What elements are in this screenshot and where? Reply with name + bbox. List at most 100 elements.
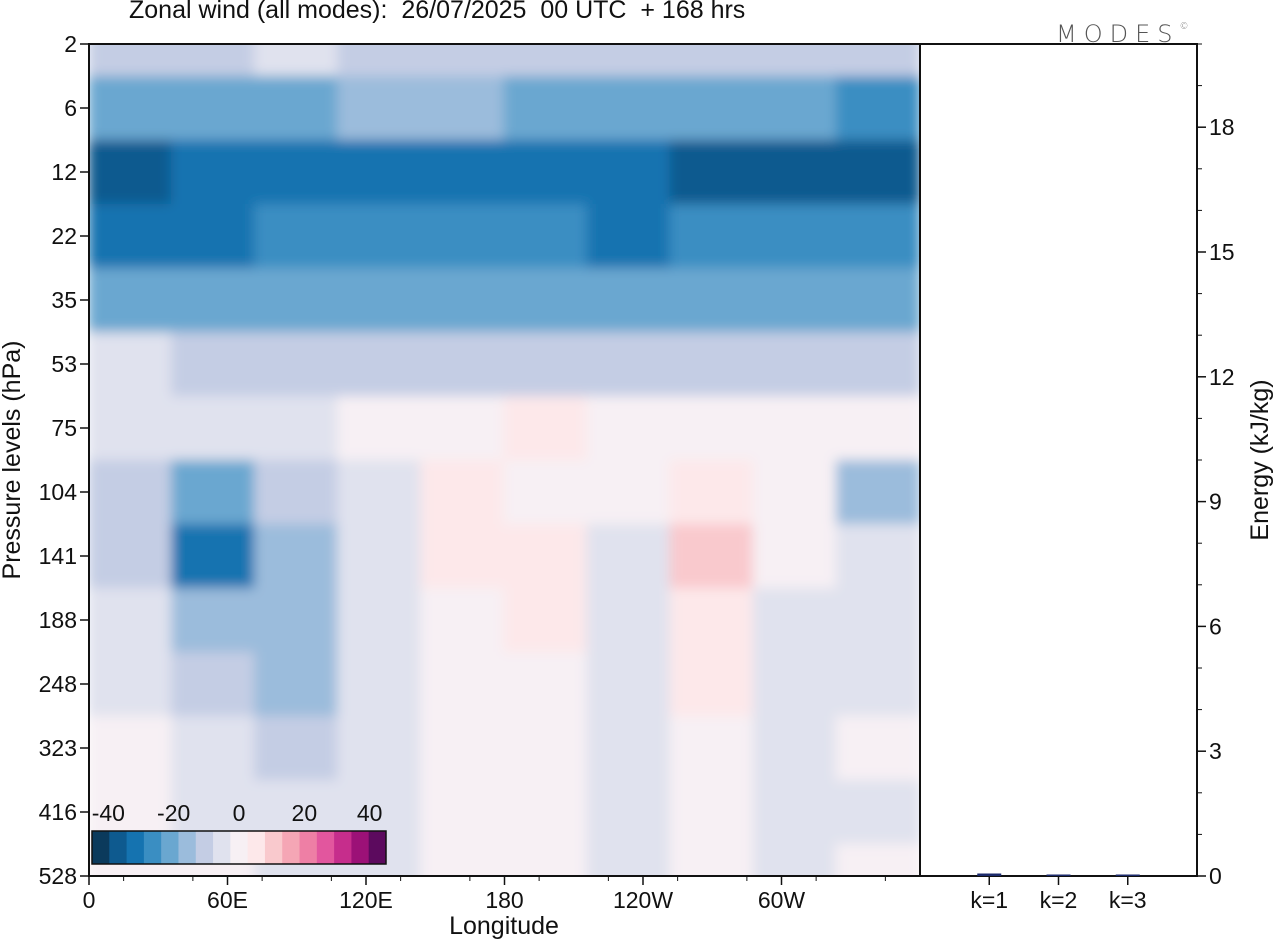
y-tick-label: 416 (39, 799, 77, 825)
heatmap-cell (752, 524, 838, 589)
heatmap-cell (254, 716, 340, 781)
heatmap-cell (254, 588, 340, 653)
heatmap-cell (835, 524, 920, 589)
heatmap-cell (752, 140, 838, 205)
x-tick-label: 180 (485, 887, 523, 913)
y-tick-label: 75 (51, 415, 77, 441)
heatmap-cell (171, 332, 257, 397)
heatmap-cell (835, 268, 920, 333)
heatmap-cell (337, 524, 423, 589)
y-tick-label: 35 (51, 287, 77, 313)
heatmap-cell (337, 44, 423, 77)
heatmap-cell (254, 396, 340, 461)
energy-tick-label: 12 (1209, 364, 1235, 390)
heatmap-cell (835, 44, 920, 77)
colorbar-swatch (161, 831, 179, 864)
heatmap-cell (89, 588, 174, 653)
energy-tick-label: 0 (1209, 863, 1222, 889)
heatmap-cell (89, 44, 174, 77)
colorbar-swatch (178, 831, 197, 864)
y-tick-label: 248 (39, 671, 77, 697)
heatmap-cell (752, 588, 838, 653)
heatmap-cell (752, 716, 838, 781)
pressure-axis: 2 6 12 22 35 53 75 104 141 188 248 323 416 528 (39, 31, 89, 889)
heatmap-cell (337, 588, 423, 653)
energy-tick-label: 15 (1209, 239, 1235, 265)
energy-axis-label: Energy (kJ/kg) (1246, 379, 1274, 540)
x-tick-label: 60W (758, 887, 806, 913)
y-tick-label: 141 (39, 543, 77, 569)
heatmap-cell (503, 716, 589, 781)
heatmap-cell (171, 204, 257, 269)
colorbar-tick-label: 20 (292, 800, 318, 826)
heatmap-cell (669, 268, 755, 333)
colorbar-tick-label: 0 (233, 800, 246, 826)
heatmap-cell (586, 460, 672, 525)
heatmap-cell (89, 524, 174, 589)
heatmap-cell (835, 460, 920, 525)
x-tick-label: 0 (83, 887, 96, 913)
colorbar-swatch (230, 831, 249, 864)
heatmap-cell (89, 652, 174, 717)
y-tick-label: 22 (51, 223, 77, 249)
heatmap-cell (669, 716, 755, 781)
colorbar-tick-label: 40 (357, 800, 383, 826)
heatmap-cell (586, 524, 672, 589)
heatmap-cell (752, 332, 838, 397)
heatmap-cell (420, 716, 506, 781)
wind-heatmap (89, 44, 920, 876)
heatmap-cell (586, 652, 672, 717)
heatmap-cell (503, 140, 589, 205)
heatmap-cell (752, 44, 838, 77)
heatmap-cell (669, 396, 755, 461)
heatmap-cell (669, 204, 755, 269)
heatmap-cell (337, 460, 423, 525)
energy-category-label: k=3 (1109, 887, 1147, 913)
heatmap-cell (171, 716, 257, 781)
heatmap-cell (586, 396, 672, 461)
heatmap-cell (171, 140, 257, 205)
energy-tick-label: 18 (1209, 114, 1235, 140)
heatmap-cell (586, 140, 672, 205)
heatmap-cell (835, 716, 920, 781)
heatmap-cell (669, 588, 755, 653)
colorbar-swatch (247, 831, 266, 864)
heatmap-cell (89, 204, 174, 269)
heatmap-cell (586, 332, 672, 397)
heatmap-cell (171, 44, 257, 77)
heatmap-cell (89, 332, 174, 397)
heatmap-cell (89, 396, 174, 461)
heatmap-cell (586, 844, 672, 876)
colorbar-swatch (92, 831, 110, 864)
heatmap-cell (835, 76, 920, 141)
heatmap-cell (420, 780, 506, 845)
heatmap-cell (752, 268, 838, 333)
heatmap-cell (420, 44, 506, 77)
energy-bar (977, 873, 1002, 876)
chart-title: Zonal wind (all modes): 26/07/2025 00 UT… (129, 0, 746, 24)
heatmap-cell (254, 460, 340, 525)
heatmap-cell (503, 204, 589, 269)
x-axis-label: Longitude (449, 912, 559, 940)
heatmap-cell (503, 76, 589, 141)
heatmap-cell (420, 844, 506, 876)
heatmap-cell (89, 716, 174, 781)
energy-tick-label: 6 (1209, 613, 1222, 639)
heatmap-cell (835, 332, 920, 397)
x-tick-label: 120W (613, 887, 673, 913)
heatmap-cell (171, 396, 257, 461)
heatmap-cell (503, 460, 589, 525)
heatmap-cell (254, 332, 340, 397)
heatmap-cell (835, 780, 920, 845)
heatmap-cell (420, 76, 506, 141)
heatmap-cell (835, 652, 920, 717)
colorbar-swatch (299, 831, 318, 864)
heatmap-cell (669, 844, 755, 876)
energy-category-label: k=1 (970, 887, 1008, 913)
heatmap-cell (420, 524, 506, 589)
heatmap-cell (669, 460, 755, 525)
heatmap-cell (752, 780, 838, 845)
heatmap-cell (835, 844, 920, 876)
energy-category-label: k=2 (1040, 887, 1078, 913)
heatmap-cell (669, 780, 755, 845)
